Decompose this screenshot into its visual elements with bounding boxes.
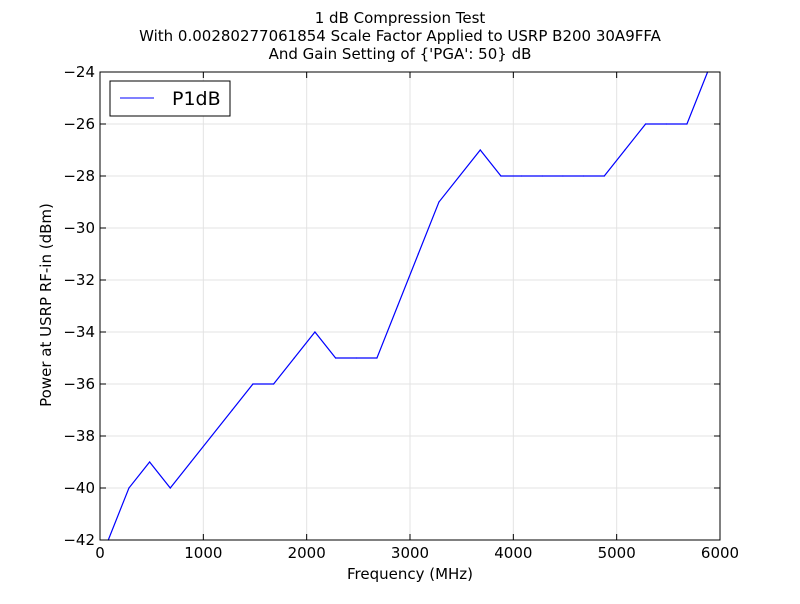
data-point <box>583 175 585 177</box>
data-point <box>479 149 481 151</box>
y-tick-label: −36 <box>63 375 95 393</box>
data-point <box>169 487 171 489</box>
chart-title-line-1: 1 dB Compression Test <box>315 9 486 27</box>
data-point <box>686 123 688 125</box>
data-point <box>397 305 399 307</box>
ticks: 0 1000 2000 3000 4000 5000 6000 −42 −40 −38 −36 −34… <box>63 63 739 562</box>
data-point <box>293 357 295 359</box>
data-point <box>376 357 378 359</box>
y-tick-label: −30 <box>63 219 95 237</box>
chart-title-line-3: And Gain Setting of {'PGA': 50} dB <box>269 45 532 63</box>
data-point <box>500 175 502 177</box>
x-tick-label: 2000 <box>288 544 326 562</box>
data-point <box>438 201 440 203</box>
chart-title-line-2: With 0.00280277061854 Scale Factor Appli… <box>139 27 662 45</box>
data-point <box>665 123 667 125</box>
data-point <box>314 331 316 333</box>
x-tick-label: 6000 <box>701 544 739 562</box>
x-tick-label: 1000 <box>184 544 222 562</box>
legend-label-p1db: P1dB <box>172 88 221 110</box>
x-axis-label: Frequency (MHz) <box>347 565 473 583</box>
y-tick-label: −32 <box>63 271 95 289</box>
data-point <box>645 123 647 125</box>
data-point <box>128 487 130 489</box>
data-point <box>335 357 337 359</box>
x-tick-label: 5000 <box>598 544 636 562</box>
data-point <box>521 175 523 177</box>
data-point <box>252 383 254 385</box>
x-tick-label: 3000 <box>391 544 429 562</box>
grid <box>99 71 721 541</box>
series-line-p1db <box>107 71 709 541</box>
data-point <box>211 435 213 437</box>
y-tick-label: −42 <box>63 531 95 549</box>
y-tick-label: −26 <box>63 115 95 133</box>
data-point <box>273 383 275 385</box>
data-point <box>624 149 626 151</box>
legend: P1dB <box>109 80 231 117</box>
data-point <box>459 175 461 177</box>
data-point <box>149 461 151 463</box>
chart-title: 1 dB Compression Test With 0.00280277061… <box>139 9 662 63</box>
y-tick-label: −28 <box>63 167 95 185</box>
data-point <box>541 175 543 177</box>
y-tick-label: −24 <box>63 63 95 81</box>
data-point <box>417 253 419 255</box>
series-layer <box>107 71 709 541</box>
y-tick-label: −38 <box>63 427 95 445</box>
data-point <box>190 461 192 463</box>
y-tick-label: −40 <box>63 479 95 497</box>
y-axis-label: Power at USRP RF-in (dBm) <box>37 203 55 407</box>
x-tick-label: 0 <box>95 544 105 562</box>
x-tick-label: 4000 <box>494 544 532 562</box>
data-point <box>355 357 357 359</box>
data-point <box>603 175 605 177</box>
y-tick-label: −34 <box>63 323 95 341</box>
data-point <box>562 175 564 177</box>
data-point <box>231 409 233 411</box>
